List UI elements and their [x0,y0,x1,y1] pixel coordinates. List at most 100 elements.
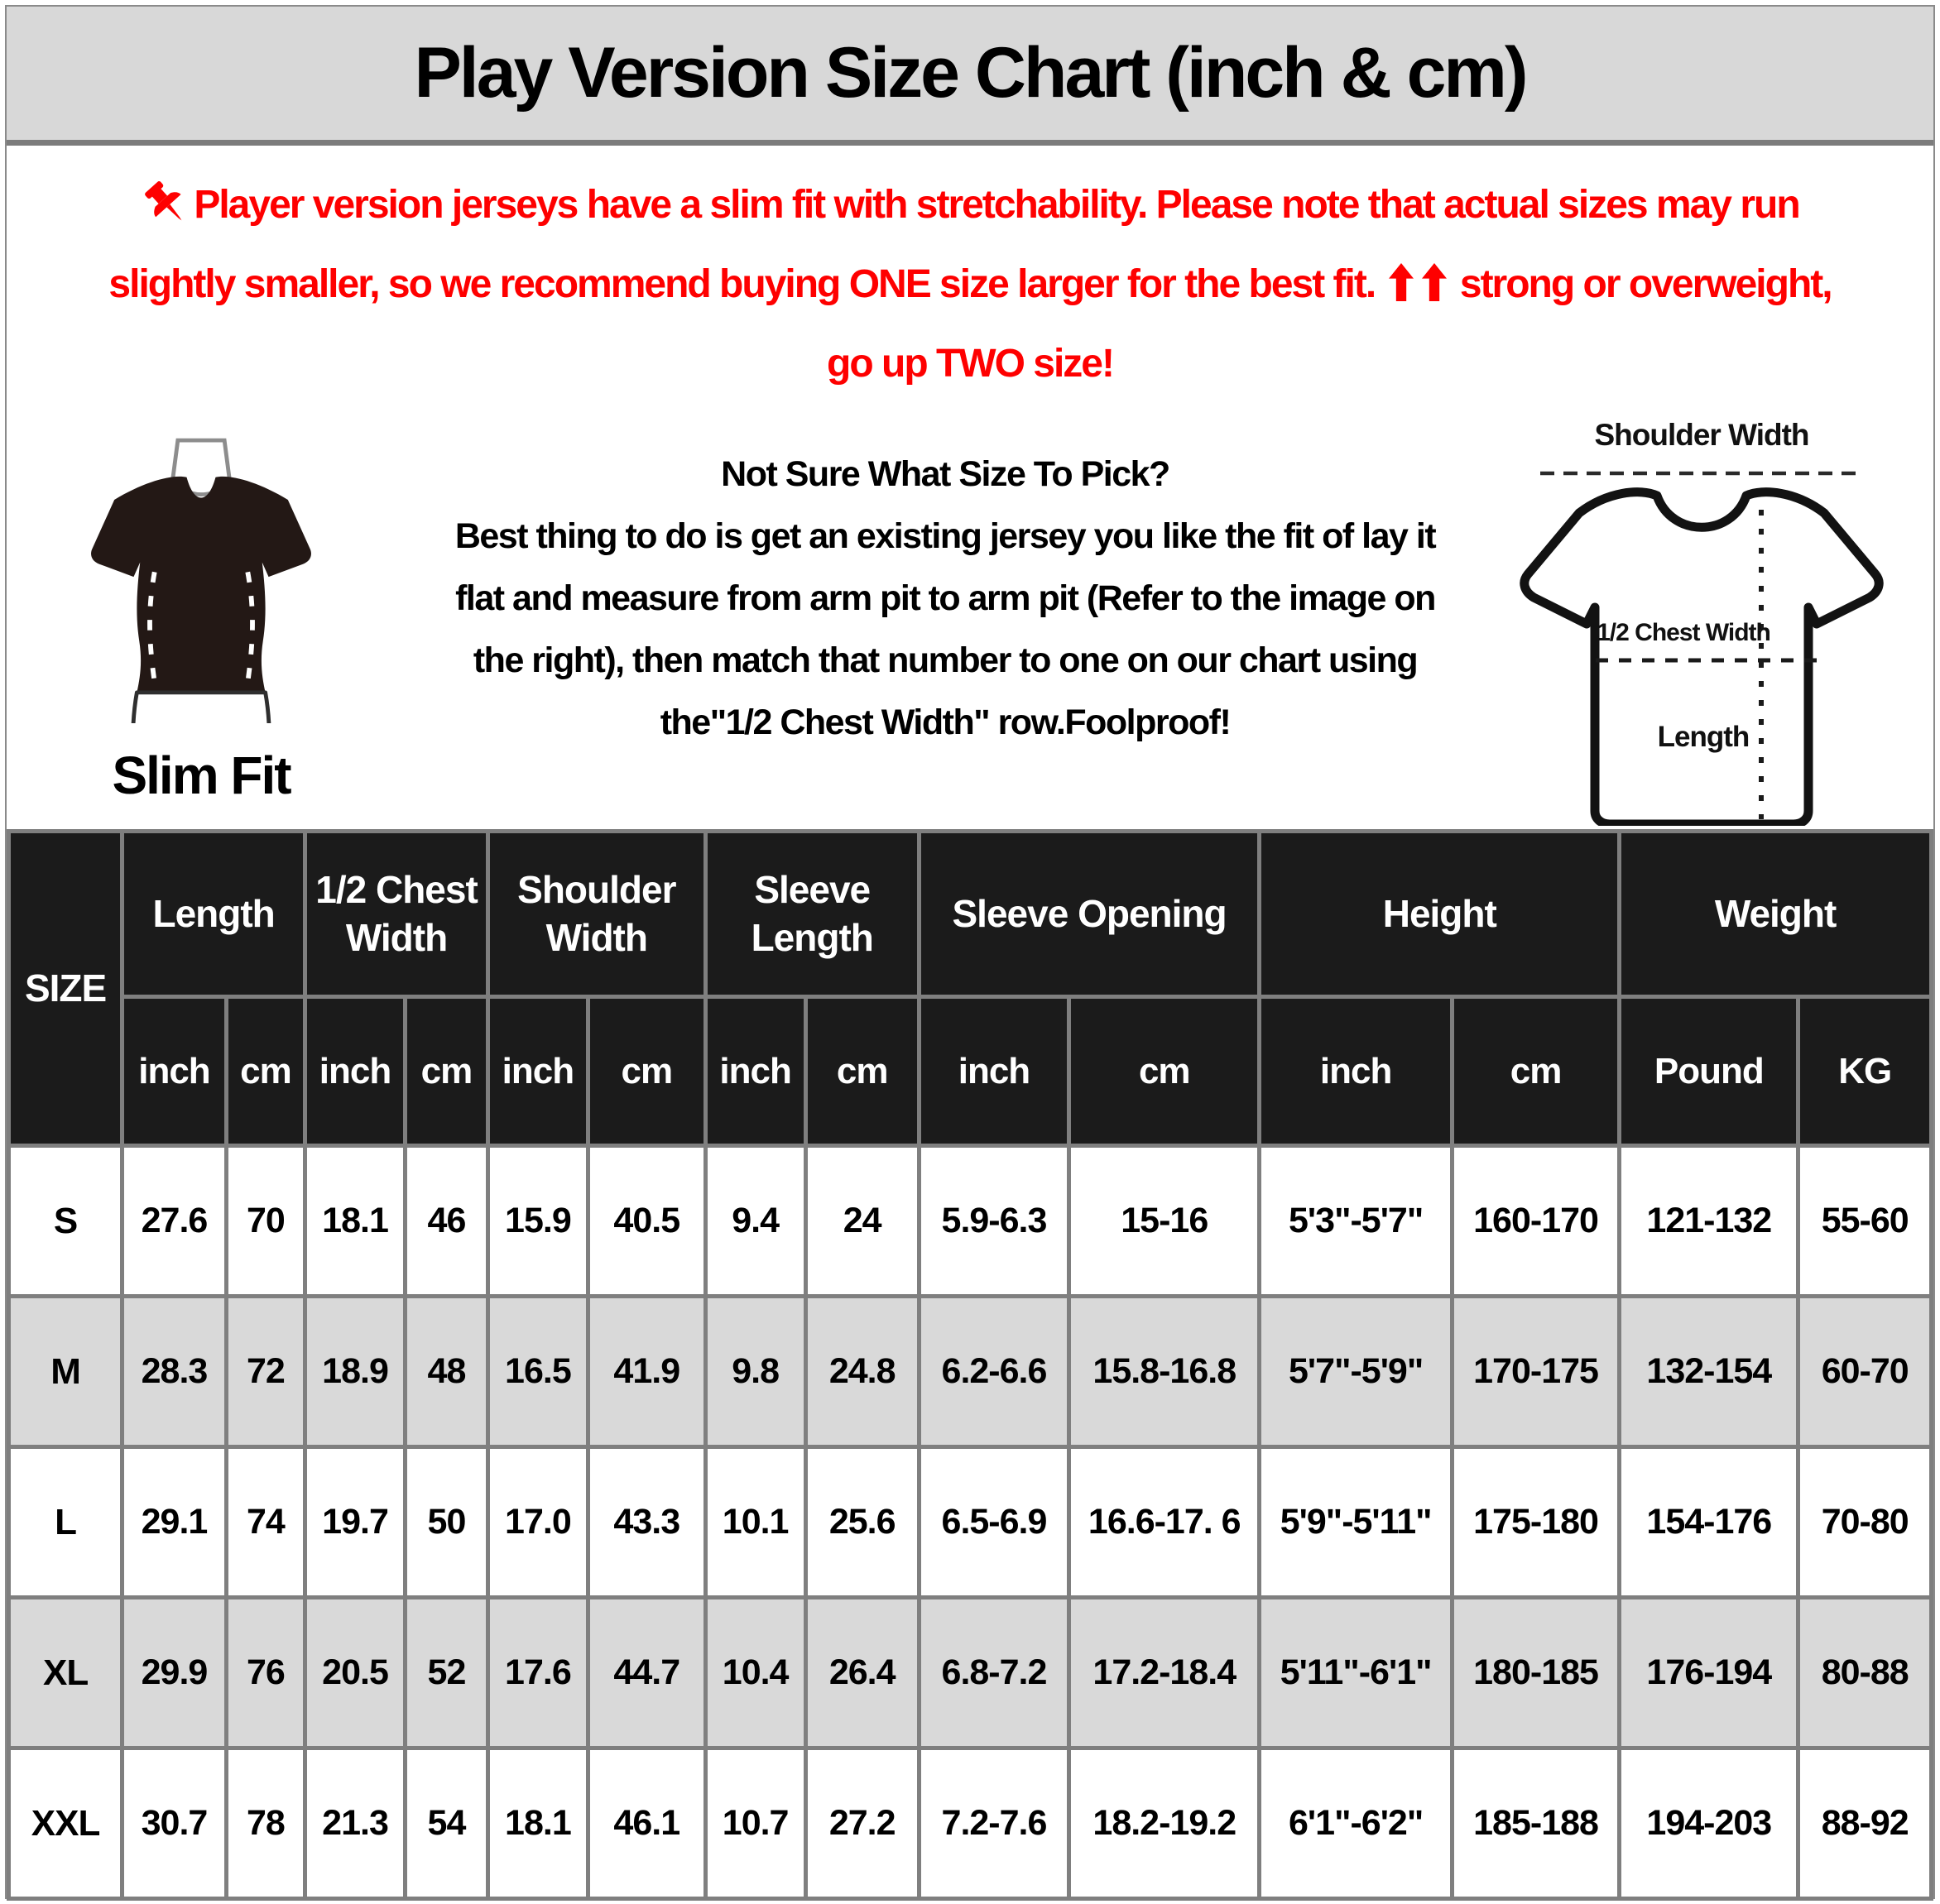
sub-header: inch [1257,995,1454,1148]
cell: 17.2-18.4 [1067,1595,1262,1750]
col-group-sleeve-opening: Sleeve Opening [916,829,1262,999]
cell: 6'1"-6'2" [1257,1746,1454,1901]
sub-header: cm [585,995,708,1148]
cell: 27.6 [120,1144,228,1298]
cell: 72 [223,1294,308,1449]
table-row-l: L 29.1 74 19.7 50 17.0 43.3 10.1 25.6 6.… [6,1445,1933,1599]
table-row-xl: XL 29.9 76 20.5 52 17.6 44.7 10.4 26.4 6… [6,1595,1933,1750]
size-cell: XL [6,1595,125,1750]
cell: 80-88 [1796,1595,1933,1750]
cell: 170-175 [1449,1294,1622,1449]
cell: 43.3 [585,1445,708,1599]
cell: 18.9 [303,1294,407,1449]
cell: 6.8-7.2 [916,1595,1072,1750]
cell: 6.2-6.6 [916,1294,1072,1449]
cell: 9.4 [703,1144,808,1298]
cell: 10.1 [703,1445,808,1599]
cell: 160-170 [1449,1144,1622,1298]
cell: 78 [223,1746,308,1901]
cell: 18.1 [485,1746,590,1901]
cell: 5'7"-5'9" [1257,1294,1454,1449]
tshirt-measure-diagram: Shoulder Width 1/2 Chest Width Length [1520,418,1884,826]
cell: 41.9 [585,1294,708,1449]
cell: 175-180 [1449,1445,1622,1599]
sub-header: KG [1796,995,1933,1148]
cell: 9.8 [703,1294,808,1449]
cell: 74 [223,1445,308,1599]
cell: 19.7 [303,1445,407,1599]
size-cell: S [6,1144,125,1298]
cell: 15.9 [485,1144,590,1298]
col-header-size: SIZE [6,829,125,1148]
cell: 185-188 [1449,1746,1622,1901]
cell: 60-70 [1796,1294,1933,1449]
cell: 70-80 [1796,1445,1933,1599]
length-label: Length [1658,721,1750,753]
pushpin-icon [145,181,182,221]
cell: 16.5 [485,1294,590,1449]
table-row-s: S 27.6 70 18.1 46 15.9 40.5 9.4 24 5.9-6… [6,1144,1933,1298]
cell: 24 [803,1144,921,1298]
cell: 18.2-19.2 [1067,1746,1262,1901]
warning-line-2: slightly smaller, so we recommend buying… [108,262,1832,306]
size-guide-heading: Not Sure What Size To Pick? [721,454,1170,494]
cell: 54 [402,1746,490,1901]
sub-header: cm [402,995,490,1148]
cell: 52 [402,1595,490,1750]
cell: 20.5 [303,1595,407,1750]
cell: 29.1 [120,1445,228,1599]
cell: 16.6-17. 6 [1067,1445,1262,1599]
size-cell: L [6,1445,125,1599]
cell: 17.6 [485,1595,590,1750]
cell: 5.9-6.3 [916,1144,1072,1298]
sub-header: cm [803,995,921,1148]
col-group-height: Height [1257,829,1622,999]
warning-line-3: go up TWO size! [827,342,1115,386]
tshirt-diagram-column: Shoulder Width 1/2 Chest Width Length [1495,409,1933,826]
cell: 76 [223,1595,308,1750]
slim-fit-label: Slim Fit [112,746,291,805]
cell: 5'3"-5'7" [1257,1144,1454,1298]
size-guide-line: flat and measure from arm pit to arm pit… [455,578,1436,618]
size-guide-section: Slim Fit Not Sure What Size To Pick? Bes… [7,409,1933,829]
cell: 121-132 [1617,1144,1801,1298]
cell: 5'9"-5'11" [1257,1445,1454,1599]
cell: 50 [402,1445,490,1599]
cell: 70 [223,1144,308,1298]
cell: 48 [402,1294,490,1449]
sub-header: inch [120,995,228,1148]
cell: 6.5-6.9 [916,1445,1072,1599]
col-group-sleeve-length: Sleeve Length [703,829,921,999]
size-cell: XXL [6,1746,125,1901]
cell: 15-16 [1067,1144,1262,1298]
cell: 88-92 [1796,1746,1933,1901]
cell: 10.4 [703,1595,808,1750]
warning-line-1: Player version jerseys have a slim fit w… [7,165,1933,245]
cell: 18.1 [303,1144,407,1298]
shoulder-width-label: Shoulder Width [1594,418,1808,452]
cell: 5'11"-6'1" [1257,1595,1454,1750]
cell: 30.7 [120,1746,228,1901]
sub-header: inch [485,995,590,1148]
cell: 176-194 [1617,1595,1801,1750]
table-row-m: M 28.3 72 18.9 48 16.5 41.9 9.8 24.8 6.2… [6,1294,1933,1449]
cell: 17.0 [485,1445,590,1599]
up-arrow-icon [1421,263,1447,301]
cell: 15.8-16.8 [1067,1294,1262,1449]
sub-header: inch [303,995,407,1148]
cell: 154-176 [1617,1445,1801,1599]
sub-header: inch [703,995,808,1148]
cell: 27.2 [803,1746,921,1901]
up-arrow-icon [1388,263,1414,301]
size-guide-line: Best thing to do is get an existing jers… [454,516,1437,556]
cell: 10.7 [703,1746,808,1901]
sub-header: inch [916,995,1072,1148]
cell: 25.6 [803,1445,921,1599]
cell: 29.9 [120,1595,228,1750]
cell: 46.1 [585,1746,708,1901]
sub-header: cm [1449,995,1622,1148]
size-guide-line: the right), then match that number to on… [473,640,1419,680]
cell: 26.4 [803,1595,921,1750]
slim-fit-figure-icon [91,438,311,723]
size-cell: M [6,1294,125,1449]
